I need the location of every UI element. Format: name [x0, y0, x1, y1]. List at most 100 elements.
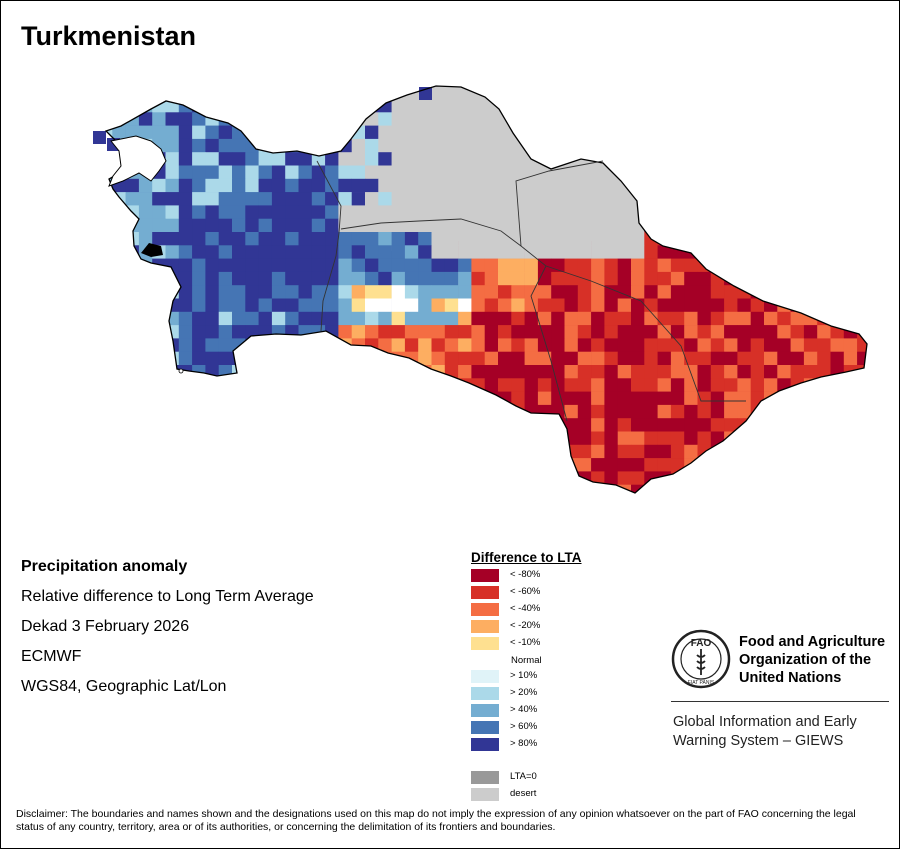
anomaly-cell — [325, 444, 339, 459]
anomaly-cell — [564, 391, 579, 406]
anomaly-cell — [258, 484, 273, 493]
anomaly-cell — [764, 138, 778, 153]
anomaly-cell — [138, 218, 153, 233]
anomaly-cell — [484, 178, 499, 193]
anomaly-cell — [285, 338, 299, 352]
anomaly-cell — [843, 391, 858, 406]
anomaly-cell — [537, 205, 552, 219]
anomaly-cell — [404, 458, 419, 472]
anomaly-cell — [192, 125, 206, 140]
anomaly-cell — [258, 258, 273, 273]
anomaly-cell — [232, 285, 246, 299]
anomaly-cell — [817, 338, 831, 352]
anomaly-cell — [218, 232, 233, 246]
anomaly-cell — [764, 378, 778, 392]
anomaly-cell — [551, 218, 565, 233]
anomaly-cell — [684, 444, 698, 459]
anomaly-cell — [498, 325, 512, 339]
anomaly-cell — [365, 232, 379, 246]
anomaly-cell — [803, 152, 818, 166]
anomaly-cell — [524, 138, 539, 153]
anomaly-cell — [577, 205, 592, 219]
anomaly-cell — [803, 431, 818, 446]
anomaly-cell — [391, 152, 406, 166]
anomaly-cell — [391, 444, 406, 459]
anomaly-cell — [524, 431, 539, 446]
anomaly-cell — [484, 232, 499, 246]
anomaly-cell — [591, 245, 605, 259]
anomaly-cell — [378, 431, 392, 446]
anomaly-cell — [125, 298, 140, 313]
anomaly-cell — [551, 444, 565, 459]
anomaly-cell — [298, 258, 313, 273]
anomaly-cell — [591, 178, 605, 193]
anomaly-cell — [843, 338, 858, 352]
anomaly-cell — [431, 258, 446, 273]
anomaly-cell — [591, 311, 605, 326]
anomaly-cell — [258, 285, 273, 299]
anomaly-cell — [537, 138, 552, 153]
anomaly-cell — [471, 325, 485, 339]
anomaly-cell — [764, 338, 778, 352]
anomaly-cell — [870, 99, 884, 113]
anomaly-cell — [617, 125, 632, 140]
anomaly-cell — [657, 178, 672, 193]
anomaly-cell — [631, 338, 645, 352]
anomaly-cell — [817, 444, 831, 459]
anomaly-cell — [325, 471, 339, 485]
anomaly-cell — [444, 418, 459, 432]
anomaly-cell — [125, 258, 140, 273]
anomaly-cell — [245, 245, 259, 259]
anomaly-cell — [564, 258, 579, 273]
precipitation-anomaly-map — [93, 85, 884, 494]
anomaly-cell — [365, 378, 379, 392]
anomaly-cell — [631, 431, 645, 446]
anomaly-cell — [471, 418, 485, 432]
anomaly-cell — [258, 99, 273, 113]
anomaly-cell — [750, 165, 765, 180]
anomaly-cell — [591, 205, 605, 219]
anomaly-cell — [657, 218, 672, 233]
anomaly-cell — [604, 112, 618, 126]
anomaly-cell — [325, 138, 339, 153]
anomaly-cell — [644, 112, 658, 126]
anomaly-cell — [857, 404, 867, 419]
anomaly-cell — [777, 325, 791, 339]
anomaly-cell — [843, 245, 858, 259]
anomaly-cell — [631, 391, 645, 406]
anomaly-cell — [577, 444, 592, 459]
anomaly-cell — [737, 458, 751, 472]
anomaly-cell — [138, 444, 153, 459]
anomaly-cell — [857, 391, 867, 406]
anomaly-cell — [617, 311, 632, 326]
anomaly-cell — [750, 338, 765, 352]
anomaly-cell — [218, 378, 233, 392]
anomaly-cell — [325, 218, 339, 233]
anomaly-cell — [617, 471, 632, 485]
anomaly-cell — [458, 232, 472, 246]
anomaly-cell — [378, 338, 392, 352]
anomaly-cell — [232, 484, 246, 493]
anomaly-cell — [106, 205, 113, 219]
anomaly-cell — [106, 271, 113, 286]
anomaly-cell — [365, 365, 379, 379]
anomaly-cell — [271, 218, 286, 233]
anomaly-cell — [285, 232, 299, 246]
anomaly-cell — [604, 178, 618, 193]
anomaly-cell — [205, 192, 219, 206]
anomaly-cell — [657, 471, 672, 485]
anomaly-cell — [232, 99, 246, 113]
anomaly-cell — [777, 271, 791, 286]
anomaly-cell — [710, 258, 725, 273]
anomaly-cell — [870, 219, 884, 233]
anomaly-cell — [724, 245, 738, 259]
anomaly-cell — [777, 99, 791, 113]
anomaly-cell — [577, 431, 592, 446]
anomaly-cell — [564, 298, 579, 313]
anomaly-cell — [737, 192, 751, 206]
fao-divider — [671, 701, 889, 702]
anomaly-cell — [232, 165, 246, 180]
anomaly-cell — [245, 99, 259, 113]
anomaly-cell — [165, 404, 180, 419]
anomaly-cell — [657, 138, 672, 153]
